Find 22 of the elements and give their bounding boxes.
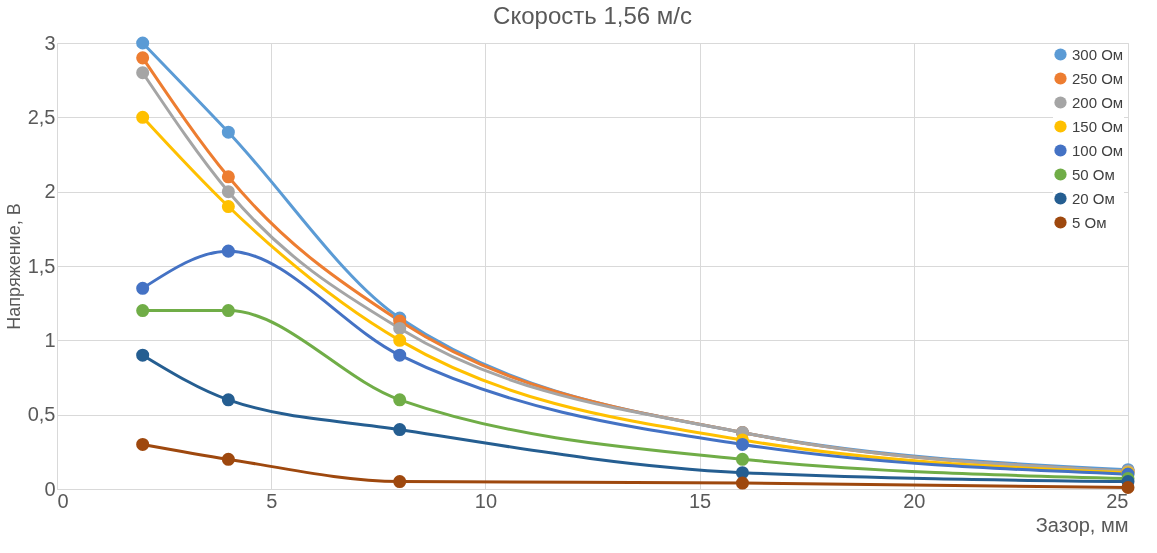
legend-label: 300 Ом [1072,45,1124,63]
legend-label: 20 Ом [1072,189,1115,207]
legend-label: 5 Ом [1072,213,1107,231]
legend-label: 150 Ом [1072,117,1124,135]
y-tick-label: 2 [44,180,56,203]
y-tick-label: 3 [44,31,56,54]
legend-label: 200 Ом [1072,93,1124,111]
x-tick-label: 20 [903,489,926,512]
x-tick-label: 25 [1106,489,1129,512]
chart-title: Скорость 1,56 м/с [493,2,692,29]
x-tick-label: 10 [474,489,498,512]
legend-label: 100 Ом [1072,141,1124,159]
y-tick-label: 1 [44,328,56,351]
y-tick-label: 2,5 [27,105,56,128]
legend-label: 50 Ом [1072,165,1115,183]
y-tick-label: 0,5 [27,403,56,426]
y-tick-label: 1,5 [27,254,56,277]
x-tick-label: 15 [688,489,712,512]
x-axis-title: Зазор, мм [1035,513,1129,536]
x-tick-label: 5 [266,489,278,512]
y-axis-title: Напряжение, В [3,203,24,330]
legend-label: 250 Ом [1072,69,1124,87]
